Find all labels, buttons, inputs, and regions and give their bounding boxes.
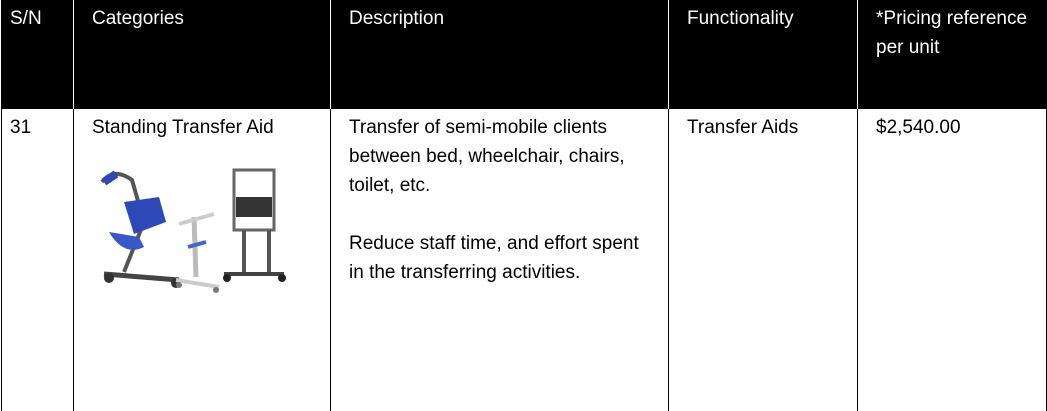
header-cell: Functionality <box>668 0 858 109</box>
frame-lift <box>223 168 286 282</box>
functionality: Transfer Aids <box>687 117 799 138</box>
category: Standing Transfer Aid <box>92 117 274 138</box>
description-paragraph: Transfer of semi-mobile clients between … <box>349 117 625 196</box>
row: 31 Standing Transfer Aid <box>1 109 1047 411</box>
product-image <box>100 168 286 293</box>
category-cell: Standing Transfer Aid <box>73 109 331 411</box>
header-row: S/N Categories Description Functionality… <box>1 0 1047 109</box>
description-cell: Transfer of semi-mobile clients between … <box>330 109 669 411</box>
header-cell: Categories <box>73 0 331 109</box>
white-lift <box>175 212 220 293</box>
functionality-cell: Transfer Aids <box>668 109 858 411</box>
description-paragraph: Reduce staff time, and effort spent in t… <box>349 233 639 283</box>
header-cell: S/N <box>1 0 74 109</box>
serial: 31 <box>10 117 32 138</box>
header-cell: *Pricing reference per unit <box>857 0 1047 109</box>
price-cell: $2,540.00 <box>857 109 1047 411</box>
header-cell: Description <box>330 0 669 109</box>
blue-lift <box>100 170 181 288</box>
serial-cell: 31 <box>1 109 74 411</box>
price: $2,540.00 <box>876 117 961 138</box>
